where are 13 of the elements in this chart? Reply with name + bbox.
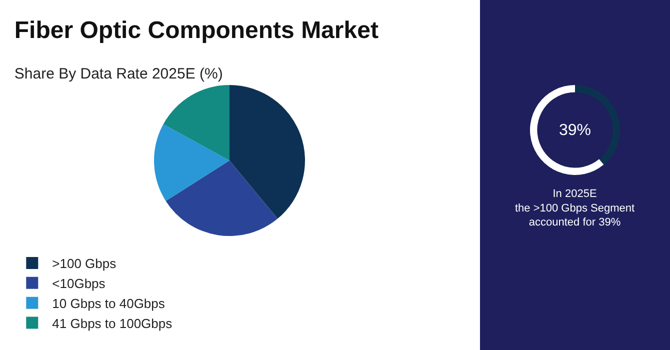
legend-label: >100 Gbps	[52, 256, 117, 272]
pie-slice	[166, 160, 278, 236]
donut-slice	[530, 85, 604, 175]
legend-label: 41 Gbps to 100Gbps	[52, 316, 173, 331]
text: In 2025E the >100 Gbps Segment accounted for 39%	[515, 188, 635, 229]
pie-slice	[163, 85, 230, 160]
pie-slice	[154, 124, 230, 201]
text: 39%	[559, 122, 592, 139]
chart-title: Fiber Optic Components Market	[14, 16, 378, 44]
chart-subtitle: Share By Data Rate 2025E (%)	[14, 65, 223, 82]
pie-slice	[230, 85, 305, 219]
legend-label: 10 Gbps to 40Gbps	[52, 296, 166, 311]
legend-label: <10Gbps	[52, 276, 106, 291]
